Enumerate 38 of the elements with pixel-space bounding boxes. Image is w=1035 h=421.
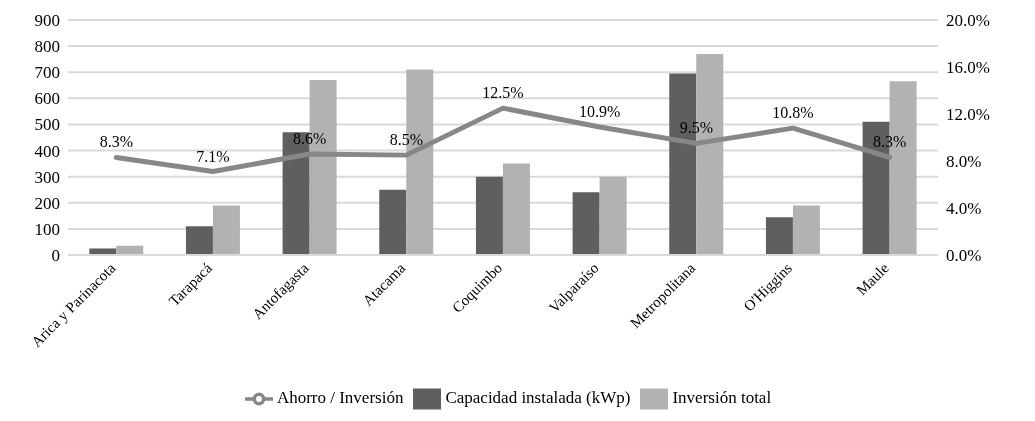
y2-tick-label: 16.0% (946, 58, 990, 78)
y-tick-label: 200 (34, 193, 60, 213)
legend-label: Ahorro / Inversión (276, 387, 404, 407)
bar (89, 248, 117, 255)
data-label: 10.9% (579, 102, 621, 120)
y-tick-label: 700 (34, 63, 60, 83)
y2-tick-label: 8.0% (946, 152, 982, 172)
y-tick-label: 300 (34, 167, 60, 187)
y-tick-label: 900 (34, 11, 60, 31)
bar (572, 192, 600, 255)
y-tick-label: 100 (34, 219, 60, 239)
y2-tick-label: 20.0% (946, 11, 990, 31)
y-tick-label: 600 (34, 89, 60, 109)
y-tick-label: 400 (34, 141, 60, 161)
data-label: 10.8% (772, 104, 814, 122)
y-tick-label: 800 (34, 37, 60, 57)
bar (502, 163, 530, 255)
data-label: 8.6% (293, 129, 327, 147)
y2-tick-label: 0.0% (946, 246, 982, 266)
bar (599, 176, 627, 255)
bar (765, 217, 793, 255)
bar (185, 226, 213, 255)
data-label: 12.5% (482, 84, 524, 102)
data-label: 8.5% (389, 131, 423, 149)
y2-tick-label: 12.0% (946, 105, 990, 125)
data-label: 7.1% (196, 147, 230, 165)
data-label: 8.3% (873, 133, 907, 151)
y-tick-label: 0 (51, 246, 60, 266)
data-label: 9.5% (679, 119, 713, 137)
bar (475, 176, 503, 255)
y2-tick-label: 4.0% (946, 199, 982, 219)
data-label: 8.3% (99, 133, 133, 151)
bar (212, 205, 240, 255)
legend-label: Inversión total (672, 387, 772, 407)
bar (379, 189, 407, 255)
bar (792, 205, 820, 255)
y-tick-label: 500 (34, 115, 60, 135)
legend-label: Capacidad instalada (kWp) (445, 387, 631, 407)
